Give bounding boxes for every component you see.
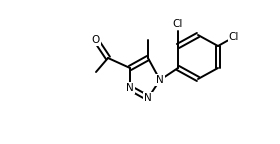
Text: Cl: Cl	[229, 32, 239, 42]
Text: O: O	[92, 35, 100, 45]
Text: N: N	[144, 93, 152, 103]
Text: N: N	[156, 75, 164, 85]
Text: N: N	[126, 83, 134, 93]
Text: Cl: Cl	[173, 19, 183, 29]
